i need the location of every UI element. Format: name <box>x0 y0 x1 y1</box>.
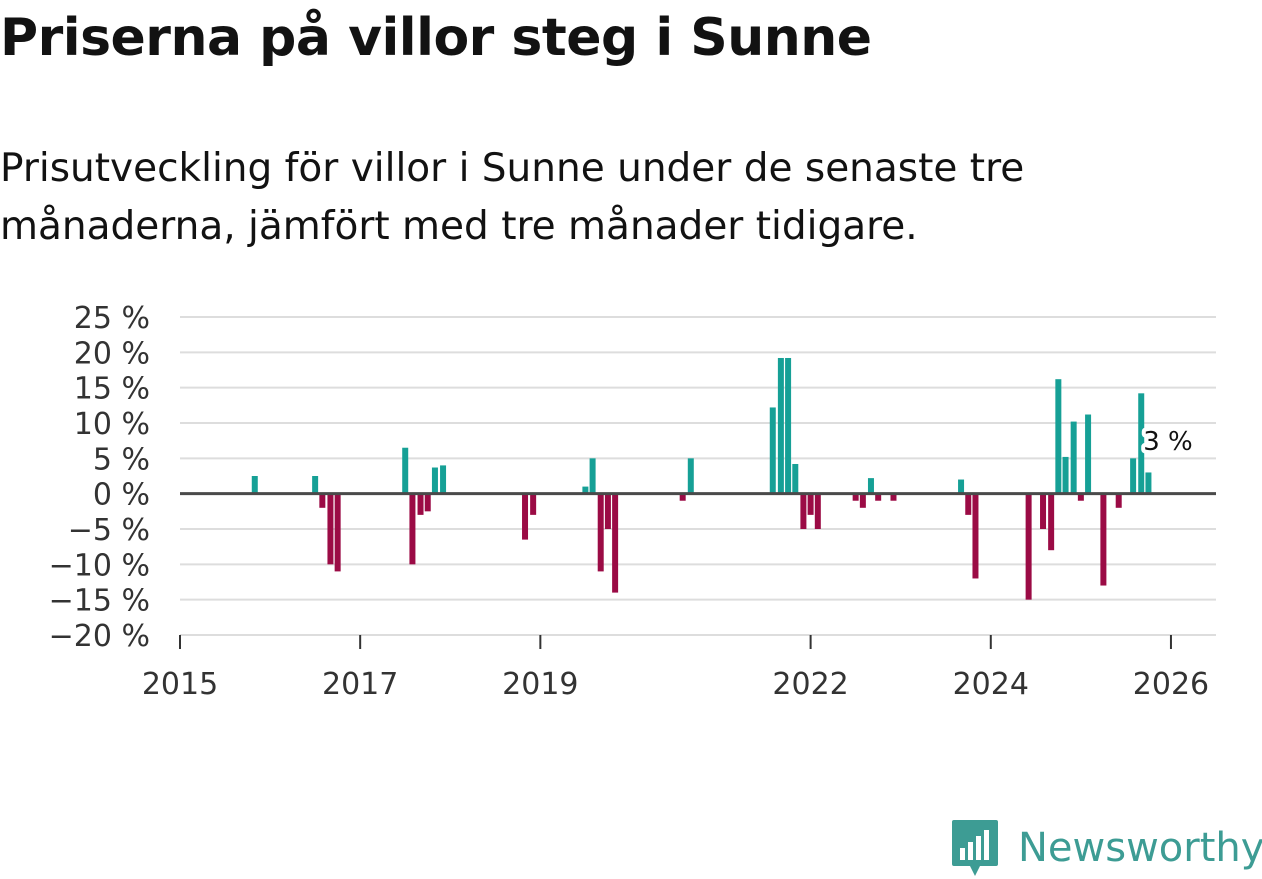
bar-positive <box>1085 414 1092 494</box>
latest-value-label: 3 % <box>1143 427 1193 457</box>
y-tick-label: −15 % <box>49 584 150 619</box>
bar-positive <box>431 467 438 494</box>
bar-negative <box>679 493 686 501</box>
bar-positive <box>589 458 596 494</box>
bar-negative <box>319 493 326 508</box>
bar-negative <box>597 493 604 572</box>
y-tick-label: 10 % <box>74 407 150 442</box>
bar-positive <box>402 447 409 494</box>
bar-negative <box>875 493 882 501</box>
bar-negative <box>522 493 529 540</box>
bar-positive <box>1070 421 1077 494</box>
x-tick-label: 2024 <box>953 667 1029 702</box>
bar-negative <box>800 493 807 529</box>
bar-positive <box>867 478 874 494</box>
bar-positive <box>1062 456 1069 494</box>
x-tick-label: 2026 <box>1133 667 1209 702</box>
bar-negative <box>859 493 866 508</box>
bar-negative <box>965 493 972 515</box>
bar-positive <box>777 357 784 494</box>
bar-negative <box>1025 493 1032 600</box>
bar-negative <box>1048 493 1055 551</box>
y-tick-label: 5 % <box>93 442 150 477</box>
bar-positive <box>769 407 776 494</box>
bar-negative <box>334 493 341 572</box>
bar-negative <box>807 493 814 515</box>
bar-positive <box>792 463 799 494</box>
bar-negative <box>409 493 416 565</box>
bar-positive <box>1145 472 1152 494</box>
bar-negative <box>417 493 424 515</box>
bar-positive <box>582 486 589 494</box>
bar-negative <box>1040 493 1047 529</box>
x-tick-label: 2015 <box>142 667 218 702</box>
chart-subtitle: Prisutveckling för villor i Sunne under … <box>0 146 1025 249</box>
bar-negative <box>327 493 334 565</box>
newsworthy-logo-icon <box>952 820 998 876</box>
bar-negative <box>814 493 821 529</box>
bar-positive <box>1055 379 1062 494</box>
axes: −20 %−15 %−10 %−5 %0 %5 %10 %15 %20 %25 … <box>49 301 1216 702</box>
bar-negative <box>1077 493 1084 501</box>
bar-positive <box>1138 393 1145 494</box>
bar-negative <box>424 493 431 512</box>
x-tick-label: 2017 <box>322 667 398 702</box>
bar-positive <box>440 465 447 494</box>
y-tick-label: 0 % <box>93 478 150 513</box>
y-tick-label: 15 % <box>74 372 150 407</box>
bar-negative <box>530 493 537 515</box>
x-tick-label: 2022 <box>772 667 848 702</box>
latest-value-label-halo: 3 % <box>1143 427 1193 457</box>
bar-negative <box>852 493 859 501</box>
y-tick-label: 25 % <box>74 301 150 336</box>
y-tick-label: 20 % <box>74 336 150 371</box>
chart-title: Priserna på villor steg i Sunne <box>0 8 872 68</box>
bar-negative <box>890 493 897 501</box>
bar-negative <box>612 493 619 593</box>
bar-series <box>251 357 1152 600</box>
bar-negative <box>1115 493 1122 508</box>
bar-positive <box>687 458 694 494</box>
y-tick-label: −5 % <box>68 513 150 548</box>
bar-negative <box>1100 493 1107 586</box>
bar-positive <box>1130 458 1137 494</box>
data-labels: 3 %3 % <box>1139 423 1197 461</box>
y-tick-label: −20 % <box>49 619 150 654</box>
brand-logo: Newsworthy <box>950 818 1262 878</box>
bar-positive <box>251 476 258 494</box>
y-tick-label: −10 % <box>49 548 150 583</box>
bar-negative <box>972 493 979 579</box>
bar-positive <box>958 479 965 494</box>
brand-name: Newsworthy <box>1018 825 1262 871</box>
bar-positive <box>312 476 319 494</box>
bar-positive <box>785 357 792 494</box>
bar-negative <box>604 493 611 529</box>
x-tick-label: 2019 <box>502 667 578 702</box>
